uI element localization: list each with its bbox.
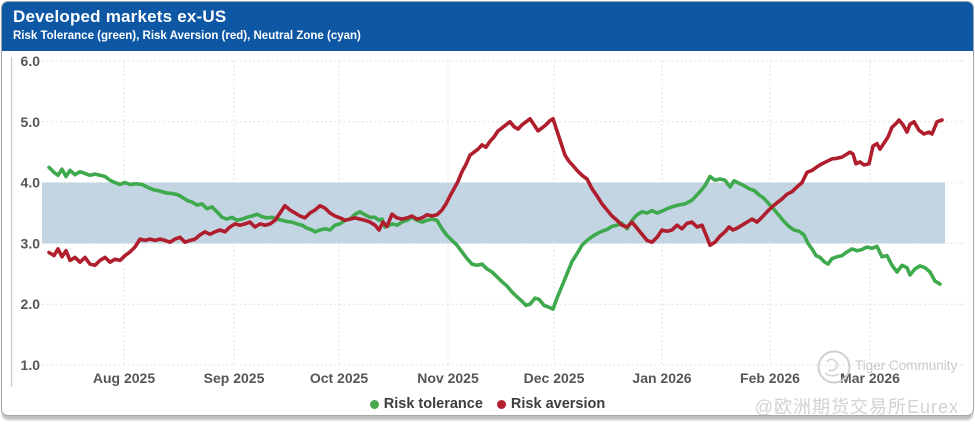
legend-item-risk-aversion: Risk aversion	[496, 396, 606, 412]
y-tick-label: 6.0	[21, 53, 41, 69]
y-tick-label: 1.0	[21, 357, 41, 373]
x-tick-label: Mar 2026	[840, 370, 900, 386]
y-tick-label: 4.0	[21, 175, 41, 191]
series-line-risk-aversion	[47, 117, 944, 268]
legend-item-risk-tolerance: Risk tolerance	[369, 396, 483, 412]
x-tick-label: Sep 2025	[204, 370, 265, 386]
x-tick-label: Dec 2025	[524, 370, 585, 386]
y-tick-label: 3.0	[21, 235, 41, 251]
eurex-account-watermark: @欧洲期货交易所Eurex	[754, 397, 959, 416]
risk-sentiment-chart: 6.0 5.0 4.0 3.0 2.0 1.0 Aug 2025 Sep 2025 Oct 20…	[10, 53, 965, 387]
x-tick-label: Aug 2025	[93, 370, 155, 386]
risk-tolerance-dot-icon	[369, 399, 379, 409]
chart-header: Developed markets ex-US Risk Tolerance (…	[2, 2, 973, 51]
y-tick-label: 2.0	[21, 296, 41, 312]
chart-card: 6.0 5.0 4.0 3.0 2.0 1.0 Aug 2025 Sep 2025 Oct 20…	[1, 1, 974, 416]
x-tick-label: Jan 2026	[632, 370, 691, 386]
y-tick-label: 5.0	[21, 114, 41, 130]
series-line-risk-tolerance	[47, 165, 942, 311]
neutral-zone-band	[42, 182, 945, 244]
x-tick-label: Oct 2025	[310, 370, 369, 386]
x-tick-label: Feb 2026	[740, 370, 800, 386]
page-title: Developed markets ex-US	[13, 7, 227, 26]
tiger-community-watermark: Tiger Community	[855, 358, 958, 373]
legend-label: Risk tolerance	[383, 396, 483, 412]
x-tick-label: Nov 2025	[417, 370, 479, 386]
risk-aversion-dot-icon	[496, 399, 506, 409]
tiger-circle-icon	[813, 348, 855, 393]
chart-legend: Risk tolerance Risk aversion	[2, 396, 973, 412]
legend-label: Risk aversion	[510, 396, 606, 412]
chart-subtitle: Risk Tolerance (green), Risk Aversion (r…	[13, 30, 361, 42]
